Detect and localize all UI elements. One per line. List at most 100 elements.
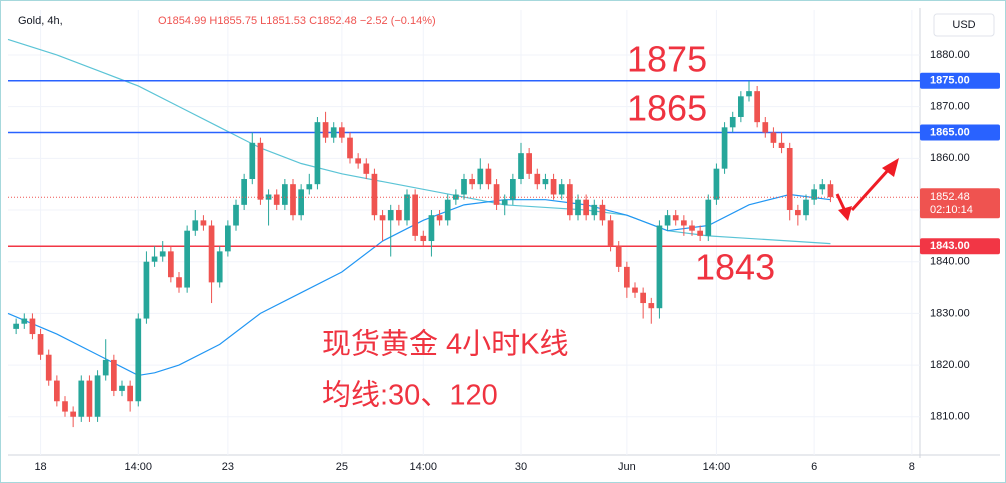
- candle-body: [208, 225, 215, 283]
- x-tick-label: 14:00: [410, 461, 438, 473]
- x-tick-label: 25: [336, 461, 348, 473]
- candle-body: [176, 277, 182, 288]
- candle-body: [632, 287, 638, 293]
- currency[interactable]: USD: [952, 19, 975, 31]
- y-tick-label: 1880.00: [930, 49, 970, 61]
- candle-body: [607, 220, 614, 247]
- candle-body: [379, 215, 386, 221]
- candle-body: [290, 184, 296, 216]
- candle-body: [615, 246, 622, 267]
- candle-body: [746, 91, 752, 97]
- moving-average: [7, 38, 831, 245]
- candle-body: [143, 261, 150, 319]
- x-tick-label: Jun: [618, 461, 636, 473]
- candle-body: [510, 179, 516, 200]
- candle-body: [111, 359, 117, 391]
- price-marker-label: 1852.48: [930, 191, 970, 203]
- candle-body: [713, 168, 720, 200]
- candle-body: [729, 116, 736, 128]
- candle-body: [526, 153, 532, 174]
- price-marker: [920, 188, 1000, 219]
- candle-body: [404, 194, 410, 221]
- candle-body: [575, 199, 581, 216]
- moving-average: [7, 193, 831, 377]
- candle-body: [119, 385, 125, 391]
- candle-body: [135, 318, 142, 402]
- candle-body: [339, 127, 345, 138]
- candle-body: [501, 199, 508, 205]
- candle-body: [469, 179, 475, 185]
- candle-body: [168, 251, 174, 278]
- candle-body: [78, 380, 85, 417]
- candle-body: [811, 189, 817, 200]
- candle-body: [672, 215, 679, 221]
- candle-body: [45, 354, 52, 381]
- candle-body: [664, 215, 671, 226]
- currency-box[interactable]: [933, 13, 995, 37]
- candle-body: [127, 385, 133, 402]
- candle-body: [306, 184, 313, 190]
- candle-body: [225, 225, 231, 252]
- candle-body: [567, 184, 573, 216]
- candle-body: [273, 194, 280, 205]
- x-tick-label: 23: [222, 461, 234, 473]
- y-tick-label: 1860.00: [930, 152, 970, 164]
- candle-body: [387, 210, 394, 221]
- candle-body: [786, 147, 793, 211]
- candle-body: [485, 168, 492, 185]
- candle-body: [200, 220, 207, 226]
- candle-body: [518, 153, 524, 180]
- price-marker-label: 1865.00: [930, 126, 970, 138]
- candle-body: [778, 142, 785, 148]
- candle-body: [322, 122, 329, 138]
- price-marker-label: 1843.00: [930, 240, 970, 252]
- candle-body: [583, 199, 589, 216]
- candle-body: [21, 318, 28, 324]
- x-tick-label: 8: [909, 461, 915, 473]
- annotation: 1875: [627, 39, 707, 80]
- y-tick-label: 1830.00: [930, 307, 970, 319]
- price-marker: [920, 238, 1000, 255]
- candle-body: [428, 215, 435, 242]
- candle-body: [314, 122, 321, 185]
- y-tick-label: 1840.00: [930, 256, 970, 268]
- candle-body: [216, 251, 223, 283]
- candle-body: [192, 220, 199, 231]
- candle-body: [770, 132, 777, 143]
- candle-body: [151, 256, 158, 262]
- x-tick-label: 14:00: [125, 461, 153, 473]
- candle-body: [681, 220, 687, 226]
- candle-body: [534, 173, 541, 185]
- candle-body: [257, 142, 264, 200]
- candle-body: [444, 199, 451, 221]
- candle-body: [371, 173, 378, 216]
- candle-body: [298, 189, 304, 216]
- symbol: Gold, 4h,: [18, 15, 63, 27]
- candle-body: [738, 96, 744, 117]
- candle-body: [558, 184, 565, 195]
- candle-body: [697, 230, 703, 236]
- x-tick-label: 14:00: [703, 461, 731, 473]
- candle-body: [795, 210, 801, 216]
- candle-body: [648, 303, 655, 309]
- candle-body: [62, 401, 68, 412]
- candle-body: [689, 225, 695, 231]
- candle-body: [754, 91, 760, 123]
- ohlc: O1854.99 H1855.75 L1851.53 C1852.48 −2.5…: [158, 15, 436, 27]
- candle-body: [282, 184, 288, 205]
- candle-body: [477, 168, 484, 185]
- candle-body: [241, 179, 247, 205]
- candle-body: [29, 318, 36, 335]
- candle-body: [86, 380, 93, 417]
- price-marker-label: 1875.00: [930, 75, 970, 87]
- candle-body: [721, 127, 728, 169]
- candle-body: [233, 204, 239, 226]
- candle-body: [363, 163, 370, 174]
- candle-body: [184, 230, 190, 288]
- candle-body: [54, 380, 60, 402]
- candle-body: [803, 199, 809, 216]
- candle-body: [550, 179, 557, 195]
- candle-body: [265, 194, 272, 200]
